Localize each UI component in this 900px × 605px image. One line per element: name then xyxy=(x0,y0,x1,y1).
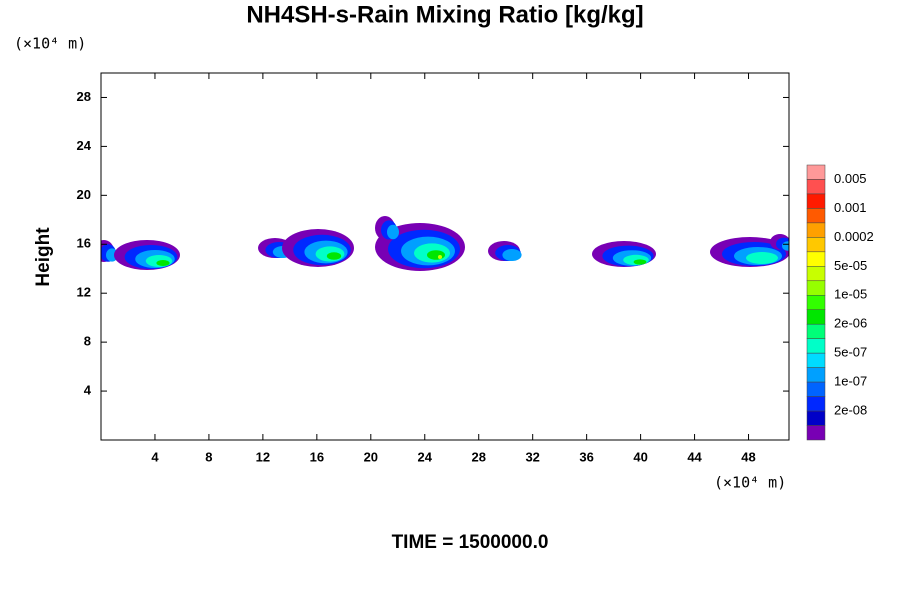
colorbar-swatch xyxy=(806,367,826,383)
colorbar-swatch xyxy=(806,266,826,282)
colorbar-swatch xyxy=(806,425,826,441)
y-unit: (×10⁴ m) xyxy=(14,35,86,53)
contour-fill xyxy=(746,252,778,264)
x-tick-label: 36 xyxy=(579,449,593,464)
colorbar-swatch xyxy=(806,295,826,310)
contours xyxy=(101,216,789,271)
x-tick-label: 28 xyxy=(471,449,485,464)
x-tick-label: 16 xyxy=(310,449,324,464)
colorbar-swatch xyxy=(806,381,826,397)
colorbar-swatch xyxy=(806,193,826,209)
contour-fill xyxy=(502,249,522,261)
colorbar-swatch xyxy=(806,309,826,325)
colorbar-label: 1e-07 xyxy=(834,374,867,389)
y-tick-label: 16 xyxy=(77,236,91,251)
footer: TIME = 1500000.0 xyxy=(392,532,549,553)
contour-fill xyxy=(633,259,647,265)
colorbar-swatch xyxy=(806,164,826,180)
colorbar-label: 0.005 xyxy=(834,171,867,186)
x-tick-label: 12 xyxy=(256,449,270,464)
x-tick-label: 24 xyxy=(418,449,433,464)
x-tick-label: 44 xyxy=(687,449,702,464)
contour-fill xyxy=(427,250,445,260)
contour-fill xyxy=(782,241,789,251)
x-unit: (×10⁴ m) xyxy=(714,474,786,492)
colorbar-label: 5e-07 xyxy=(834,345,867,360)
x-tick-label: 8 xyxy=(205,449,212,464)
colorbar-label: 2e-06 xyxy=(834,316,867,331)
plot-frame xyxy=(100,72,790,441)
y-tick-label: 24 xyxy=(77,138,92,153)
x-tick-label: 4 xyxy=(151,449,159,464)
y-tick-label: 4 xyxy=(84,383,92,398)
colorbar-label: 2e-08 xyxy=(834,402,867,417)
y-tick-label: 20 xyxy=(77,187,91,202)
colorbar-label: 0.0002 xyxy=(834,229,874,244)
x-tick-label: 32 xyxy=(525,449,539,464)
colorbar-swatch xyxy=(806,410,826,426)
x-tick-label: 20 xyxy=(364,449,378,464)
contour-fill xyxy=(326,252,342,260)
contour-fill xyxy=(156,260,170,266)
y-tick-label: 12 xyxy=(77,285,91,300)
colorbar-label: 0.001 xyxy=(834,200,867,215)
y-tick-label: 28 xyxy=(77,89,91,104)
colorbar-swatch xyxy=(806,338,826,354)
colorbar-swatch xyxy=(806,251,826,267)
contour-fill xyxy=(387,224,399,240)
colorbar-swatch xyxy=(806,352,826,368)
colorbar-swatch xyxy=(806,237,826,253)
colorbar-label: 1e-05 xyxy=(834,287,867,302)
contour-fill xyxy=(438,255,442,259)
x-tick-label: 40 xyxy=(633,449,647,464)
x-tick-label: 48 xyxy=(741,449,755,464)
y-axis-label: Height xyxy=(33,227,54,287)
colorbar-swatch xyxy=(806,280,826,296)
colorbar-swatch xyxy=(806,208,826,224)
plot-area xyxy=(101,216,789,271)
y-tick-label: 8 xyxy=(84,334,91,349)
colorbar-swatch xyxy=(806,179,826,195)
colorbar-swatch xyxy=(806,222,826,238)
colorbar-swatch xyxy=(806,396,826,412)
colorbar-swatch xyxy=(806,323,826,339)
colorbar-label: 5e-05 xyxy=(834,258,867,273)
chart-title: NH4SH-s-Rain Mixing Ratio [kg/kg] xyxy=(246,1,643,28)
